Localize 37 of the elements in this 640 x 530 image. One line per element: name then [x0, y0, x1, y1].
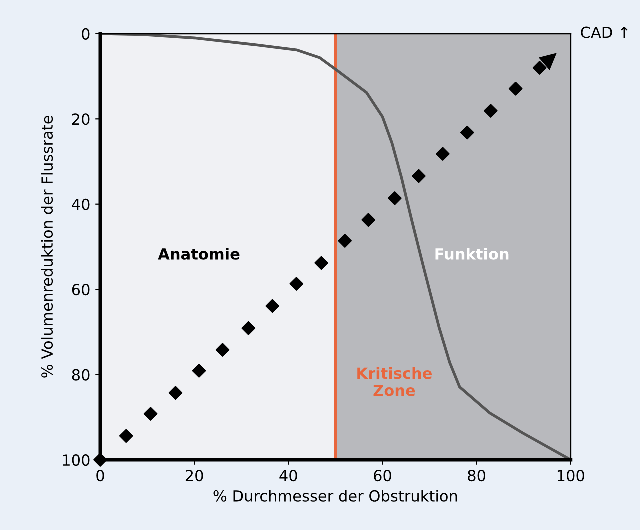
- point: [338, 234, 352, 248]
- x-tick-label: 100: [558, 470, 584, 482]
- point: [168, 386, 183, 400]
- y-tick-label: 20: [72, 114, 90, 126]
- point: [216, 343, 230, 358]
- point: [484, 104, 498, 118]
- y-tick-label: 60: [72, 284, 90, 296]
- point: [266, 299, 280, 314]
- text: CAD ↑: [581, 26, 628, 38]
- y-tick-label: 80: [72, 369, 90, 381]
- ref-line-label: Kritische Zone: [358, 367, 432, 396]
- x-tick-label: 20: [186, 470, 204, 482]
- point: [508, 82, 523, 96]
- x-tick-label: 0: [96, 470, 104, 482]
- point: [314, 256, 328, 270]
- point: [119, 429, 134, 444]
- y-axis-title: % Volumenreduktion der Flussrate: [41, 116, 54, 378]
- x-tick-label: 40: [280, 470, 298, 482]
- point: [412, 169, 426, 184]
- point: [460, 126, 474, 140]
- y-tick-label: 100: [63, 454, 90, 466]
- x-axis-title: % Durchmesser der Obstruktion: [214, 490, 458, 502]
- point: [532, 61, 547, 75]
- x-tick-label: 80: [468, 470, 486, 482]
- point: [388, 191, 402, 206]
- point: [192, 364, 206, 378]
- point: [436, 147, 450, 161]
- point: [242, 321, 256, 336]
- point: [362, 213, 376, 228]
- band-label: Anatomie: [158, 248, 240, 260]
- point: [94, 453, 108, 467]
- point: [144, 407, 158, 421]
- point: [290, 277, 304, 291]
- y-tick-label: 0: [82, 28, 90, 40]
- y-tick-label: 40: [72, 198, 90, 210]
- band-label: Funktion: [436, 248, 509, 260]
- x-tick-label: 60: [374, 470, 392, 482]
